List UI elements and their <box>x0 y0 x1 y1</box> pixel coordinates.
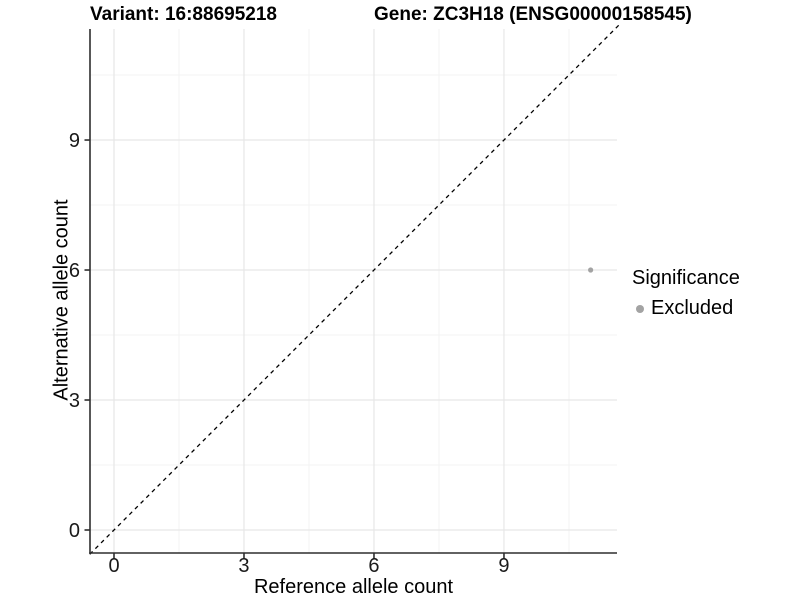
legend-entry: Excluded <box>632 295 740 322</box>
legend-entry-label: Excluded <box>651 297 734 319</box>
identity-line <box>89 24 620 555</box>
data-point <box>588 267 594 273</box>
legend-title: Significance <box>632 267 740 289</box>
x-tick-label: 3 <box>238 555 249 577</box>
gene-title: Gene: ZC3H18 (ENSG00000158545) <box>374 4 692 25</box>
y-axis-title: Alternative allele count <box>50 199 73 401</box>
y-tick-label: 6 <box>69 260 80 282</box>
legend-point-icon <box>636 304 644 313</box>
y-tick-label: 0 <box>69 520 80 542</box>
variant-title: Variant: 16:88695218 <box>90 4 277 25</box>
x-tick-label: 6 <box>368 555 379 577</box>
x-tick-label: 0 <box>108 555 119 577</box>
y-tick-label: 9 <box>69 130 80 152</box>
x-axis-title: Reference allele count <box>253 576 453 598</box>
x-tick-label: 9 <box>498 555 509 577</box>
legend: Significance Excluded <box>632 265 740 322</box>
y-tick-label: 3 <box>69 390 80 412</box>
